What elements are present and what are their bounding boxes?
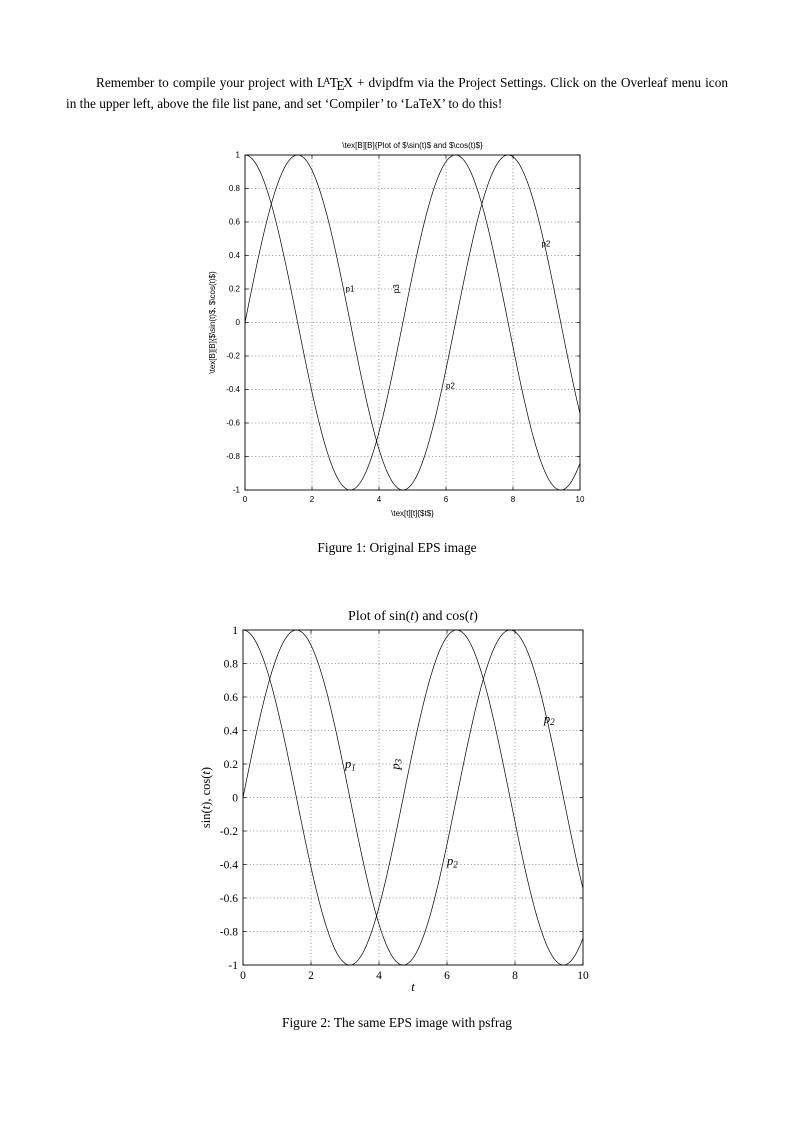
plot-title: \tex[B][B]{Plot of $\sin(t)$ and $\cos(t…	[342, 141, 483, 150]
sin-curve	[244, 154, 581, 491]
latex-logo-t: T	[329, 75, 338, 90]
svg-text:0.4: 0.4	[229, 251, 241, 260]
grid-lines	[245, 155, 580, 490]
svg-text:0.8: 0.8	[229, 184, 241, 193]
svg-text:10: 10	[577, 970, 589, 982]
svg-text:-0.8: -0.8	[220, 926, 238, 938]
svg-text:-1: -1	[233, 486, 241, 495]
svg-text:6: 6	[444, 495, 449, 504]
intro-text-part2: + dvipdfm via the Project Settings. Clic…	[66, 75, 728, 112]
grid-lines	[243, 630, 583, 965]
tick-marks	[242, 629, 584, 966]
x-axis-label: \tex[t][t]{$t$}	[391, 509, 434, 518]
svg-text:-0.6: -0.6	[226, 419, 240, 428]
svg-text:0.2: 0.2	[229, 285, 241, 294]
curve-label: p2	[446, 854, 458, 869]
curve-label: p3	[388, 758, 403, 770]
svg-text:0.2: 0.2	[224, 759, 239, 771]
figure-2-caption: Figure 2: The same EPS image with psfrag	[282, 1015, 512, 1030]
svg-text:4: 4	[376, 970, 382, 982]
curve-label: p2	[446, 382, 455, 391]
x-tick-labels: 0 2 4 6 8 10	[243, 495, 585, 504]
figure-1-plot: 0 2 4 6 8 10 -1 -0.8 -0.6 -0.4 -0.2 0 0.2 0.4 0.6 0.8 1 \…	[208, 141, 585, 518]
svg-text:0.6: 0.6	[224, 692, 239, 704]
latex-logo: LATEX	[316, 75, 353, 93]
y-tick-labels: -1 -0.8 -0.6 -0.4 -0.2 0 0.2 0.4 0.6 0.8 1	[226, 151, 240, 495]
cos-curve	[244, 154, 581, 491]
curve-label: p2	[543, 712, 555, 727]
svg-text:0: 0	[232, 792, 238, 804]
intro-paragraph: Remember to compile your project with LA…	[66, 74, 728, 114]
sin-curve	[242, 629, 584, 966]
svg-text:-0.6: -0.6	[220, 893, 238, 905]
svg-text:0: 0	[240, 970, 246, 982]
svg-text:8: 8	[511, 495, 516, 504]
y-axis-label: \tex[B][B]{$\sin(t)$, $\cos(t)$}	[208, 271, 217, 374]
svg-text:2: 2	[308, 970, 314, 982]
svg-text:-0.2: -0.2	[220, 826, 238, 838]
svg-text:-0.4: -0.4	[220, 859, 238, 871]
svg-text:0: 0	[236, 318, 241, 327]
svg-text:6: 6	[444, 970, 450, 982]
svg-text:-0.2: -0.2	[226, 352, 240, 361]
svg-text:-0.8: -0.8	[226, 452, 240, 461]
curve-label: p1	[344, 757, 356, 772]
cos-curve	[242, 629, 584, 966]
x-tick-labels: 0 2 4 6 8 10	[240, 970, 589, 982]
plot-title: Plot of sin(t) and cos(t)	[348, 609, 478, 624]
y-axis-label: sin(t), cos(t)	[199, 767, 213, 828]
curve-label: p2	[541, 239, 550, 248]
curve-label: p3	[392, 284, 401, 293]
svg-text:0.4: 0.4	[224, 725, 239, 737]
y-tick-labels: -1 -0.8 -0.6 -0.4 -0.2 0 0.2 0.4 0.6 0.8 1	[220, 625, 238, 972]
svg-text:0: 0	[243, 495, 248, 504]
svg-text:1: 1	[232, 625, 238, 637]
latex-logo-e: E	[336, 77, 345, 93]
figure-1-caption: Figure 1: Original EPS image	[317, 540, 477, 555]
svg-text:0.6: 0.6	[229, 218, 241, 227]
svg-text:0.8: 0.8	[224, 658, 239, 670]
x-axis-label: t	[411, 980, 415, 994]
svg-text:8: 8	[512, 970, 518, 982]
svg-text:-1: -1	[228, 960, 238, 972]
svg-text:2: 2	[310, 495, 315, 504]
curve-label: p1	[346, 285, 355, 294]
intro-text-part1: Remember to compile your project with	[96, 75, 317, 90]
svg-text:1: 1	[236, 151, 241, 160]
svg-text:4: 4	[377, 495, 382, 504]
svg-text:10: 10	[576, 495, 585, 504]
latex-logo-a: A	[323, 76, 331, 88]
figure-2-plot: 0 2 4 6 8 10 -1 -0.8 -0.6 -0.4 -0.2 0 0.2 0.4 0.6 0.8 1 P…	[199, 609, 589, 994]
latex-logo-l: L	[316, 75, 326, 90]
latex-logo-x: X	[343, 75, 353, 90]
svg-text:-0.4: -0.4	[226, 385, 240, 394]
